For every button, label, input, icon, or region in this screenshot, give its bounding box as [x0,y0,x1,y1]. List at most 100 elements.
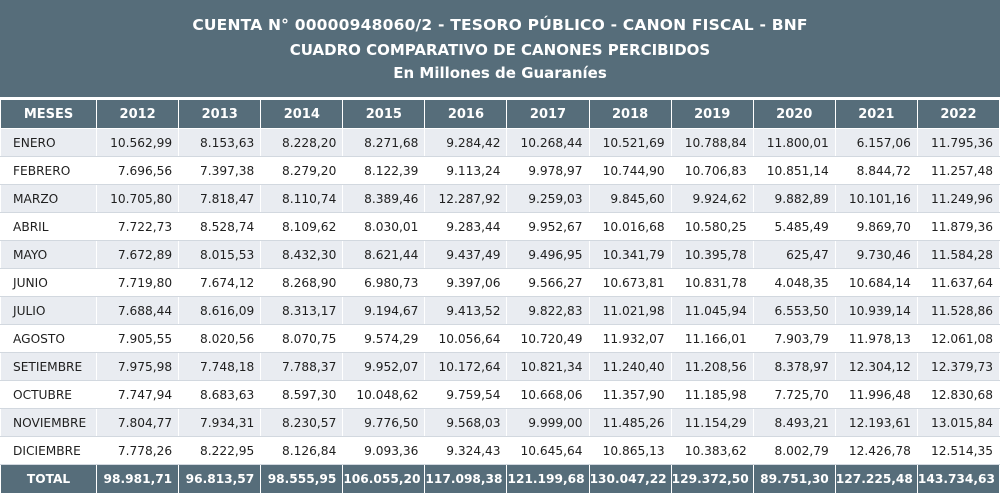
value-cell: 7.934,31 [178,408,262,437]
value-cell: 8.110,74 [260,184,344,213]
value-cell: 9.566,27 [506,268,590,297]
table-row: NOVIEMBRE 7.804,77 7.934,31 8.230,57 9.776,5… [0,408,1000,437]
value-cell: 7.725,70 [752,380,836,409]
value-cell: 11.249,96 [916,184,1000,213]
value-cell: 8.389,46 [342,184,426,213]
value-cell: 8.683,63 [178,380,262,409]
column-header-months: MESES [0,99,98,129]
value-cell: 10.705,80 [96,184,180,213]
value-cell: 9.324,43 [424,436,508,465]
value-cell: 10.720,49 [506,324,590,353]
value-cell: 6.157,06 [834,128,918,157]
value-cell: 9.759,54 [424,380,508,409]
value-cell: 9.413,52 [424,296,508,325]
value-cell: 8.616,09 [178,296,262,325]
value-cell: 11.528,86 [916,296,1000,325]
value-cell: 12.514,35 [916,436,1000,465]
value-cell: 8.268,90 [260,268,344,297]
value-cell: 10.788,84 [670,128,754,157]
value-cell: 10.668,06 [506,380,590,409]
report-subtitle: CUADRO COMPARATIVO DE CANONES PERCIBIDOS [289,41,711,59]
column-header-year: 2020 [752,99,836,129]
value-cell: 9.284,42 [424,128,508,157]
value-cell: 7.975,98 [96,352,180,381]
column-header-year: 2017 [506,99,590,129]
value-cell: 10.383,62 [670,436,754,465]
value-cell: 11.240,40 [588,352,672,381]
month-label: DICIEMBRE [0,436,98,465]
value-cell: 11.879,36 [916,212,1000,241]
value-cell: 8.432,30 [260,240,344,269]
column-header-year: 2012 [96,99,180,129]
value-cell: 8.222,95 [178,436,262,465]
value-cell: 11.932,07 [588,324,672,353]
total-value: 121.199,68 [506,464,590,494]
canon-table: MESES 2012 2013 2014 2015 2016 2017 2018 2019 202… [0,99,1000,494]
value-cell: 12.304,12 [834,352,918,381]
value-cell: 8.528,74 [178,212,262,241]
value-cell: 10.865,13 [588,436,672,465]
value-cell: 10.706,83 [670,156,754,185]
value-cell: 10.580,25 [670,212,754,241]
value-cell: 11.166,01 [670,324,754,353]
value-cell: 8.153,63 [178,128,262,157]
value-cell: 12.830,68 [916,380,1000,409]
value-cell: 8.020,56 [178,324,262,353]
value-cell: 8.109,62 [260,212,344,241]
value-cell: 12.287,92 [424,184,508,213]
value-cell: 7.722,73 [96,212,180,241]
value-cell: 8.070,75 [260,324,344,353]
value-cell: 9.882,89 [752,184,836,213]
value-cell: 11.357,90 [588,380,672,409]
value-cell: 8.313,17 [260,296,344,325]
value-cell: 11.045,94 [670,296,754,325]
value-cell: 10.341,79 [588,240,672,269]
value-cell: 10.395,78 [670,240,754,269]
value-cell: 9.822,83 [506,296,590,325]
month-label: ABRIL [0,212,98,241]
value-cell: 7.905,55 [96,324,180,353]
value-cell: 7.903,79 [752,324,836,353]
total-value: 98.981,71 [96,464,180,494]
value-cell: 10.056,64 [424,324,508,353]
month-label: JUNIO [0,268,98,297]
value-cell: 8.279,20 [260,156,344,185]
total-value: 143.734,63 [916,464,1000,494]
value-cell: 11.257,48 [916,156,1000,185]
total-value: 129.372,50 [670,464,754,494]
value-cell: 8.621,44 [342,240,426,269]
month-label: SETIEMBRE [0,352,98,381]
value-cell: 11.485,26 [588,408,672,437]
value-cell: 10.172,64 [424,352,508,381]
value-cell: 10.673,81 [588,268,672,297]
value-cell: 10.101,16 [834,184,918,213]
value-cell: 9.845,60 [588,184,672,213]
column-header-year: 2018 [588,99,672,129]
value-cell: 10.521,69 [588,128,672,157]
value-cell: 13.015,84 [916,408,1000,437]
value-cell: 11.800,01 [752,128,836,157]
month-label: MAYO [0,240,98,269]
value-cell: 7.688,44 [96,296,180,325]
value-cell: 10.821,34 [506,352,590,381]
value-cell: 9.776,50 [342,408,426,437]
total-value: 127.225,48 [834,464,918,494]
value-cell: 12.379,73 [916,352,1000,381]
table-body: ENERO 10.562,99 8.153,63 8.228,20 8.271,68 9.… [0,128,1000,465]
column-header-year: 2019 [670,99,754,129]
value-cell: 12.061,08 [916,324,1000,353]
value-cell: 11.208,56 [670,352,754,381]
value-cell: 10.645,64 [506,436,590,465]
value-cell: 9.283,44 [424,212,508,241]
value-cell: 9.869,70 [834,212,918,241]
value-cell: 6.980,73 [342,268,426,297]
total-value: 130.047,22 [588,464,672,494]
column-header-year: 2022 [916,99,1000,129]
value-cell: 9.978,97 [506,156,590,185]
value-cell: 9.568,03 [424,408,508,437]
total-row: TOTAL 98.981,71 96.813,57 98.555,95 106.055,… [0,464,1000,494]
value-cell: 11.021,98 [588,296,672,325]
month-label: MARZO [0,184,98,213]
table-row: FEBRERO 7.696,56 7.397,38 8.279,20 8.122,39 9… [0,156,1000,185]
